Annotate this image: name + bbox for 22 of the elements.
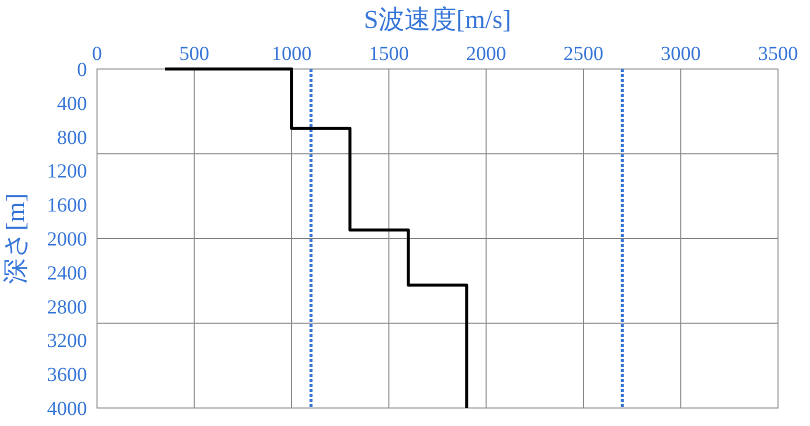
y-tick-label: 1600 — [47, 194, 87, 217]
x-tick-label: 0 — [92, 43, 102, 65]
x-tick-label: 3500 — [758, 43, 798, 65]
y-tick-label: 2000 — [47, 228, 87, 250]
line-series — [164, 68, 468, 410]
y-tick-label: 2400 — [47, 262, 87, 284]
y-tick-label: 2800 — [47, 296, 87, 318]
x-tick-label: 500 — [179, 43, 210, 65]
y-tick-label: 3600 — [47, 364, 87, 386]
y-axis-title: 深さ[m] — [1, 193, 30, 284]
y-tick-label: 400 — [57, 92, 87, 115]
x-tick-label: 3000 — [660, 43, 701, 65]
x-tick-label: 2000 — [466, 43, 506, 65]
x-axis-title: S波速度[m/s] — [364, 5, 512, 34]
y-tick-label: 4000 — [47, 398, 87, 420]
x-tick-label: 1500 — [368, 43, 409, 65]
y-tick-label: 3200 — [47, 330, 87, 352]
x-tick-label: 1000 — [272, 43, 312, 65]
y-tick-label: 0 — [77, 59, 87, 81]
y-tick-label: 1200 — [47, 160, 87, 183]
x-tick-label: 2500 — [563, 43, 604, 65]
y-tick-label: 800 — [57, 126, 87, 149]
